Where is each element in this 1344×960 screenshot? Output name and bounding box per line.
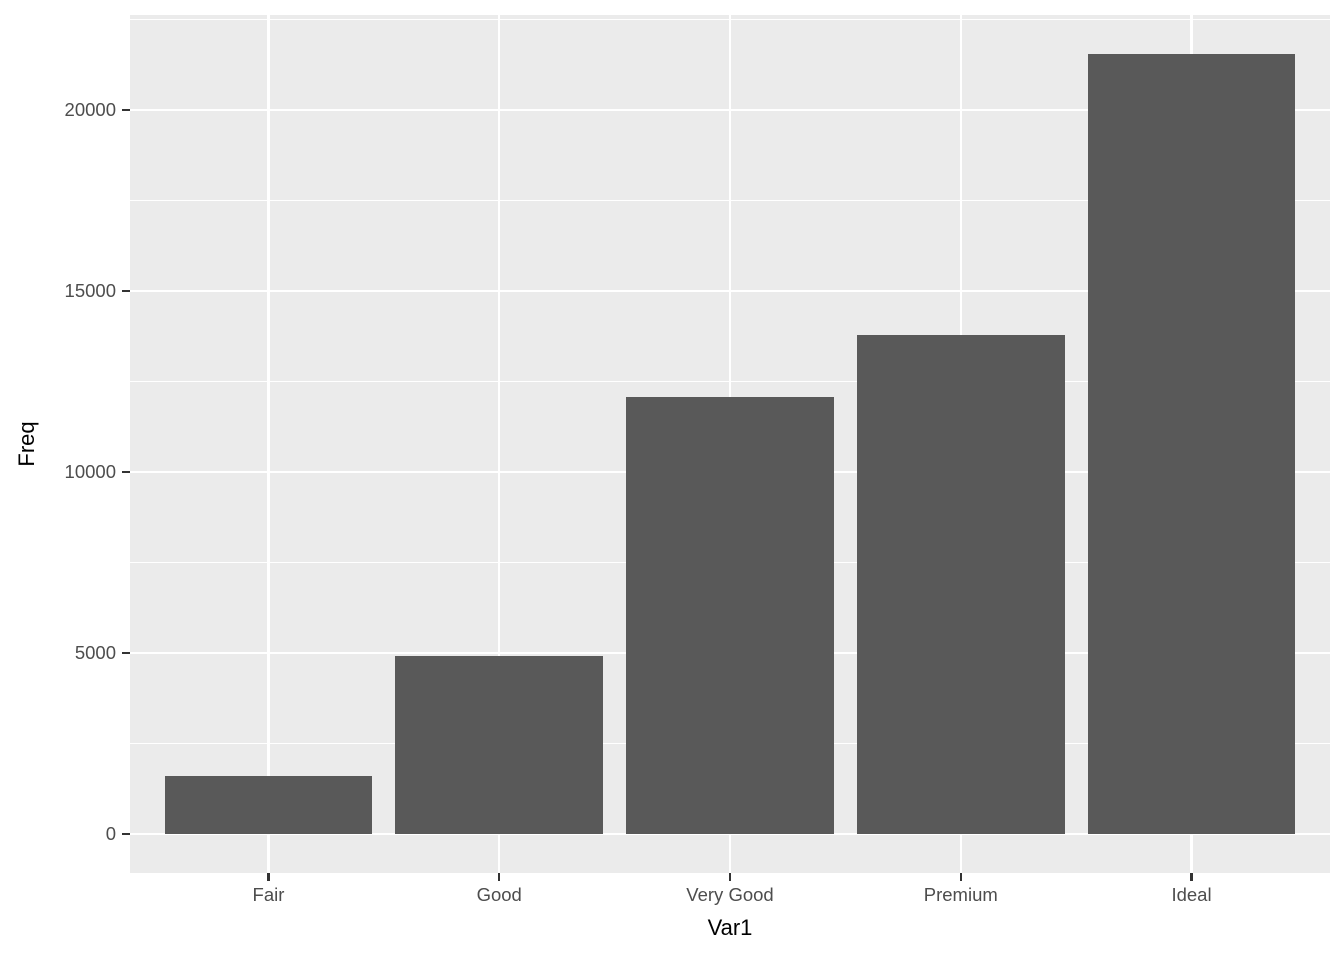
y-tick-label: 10000: [64, 461, 116, 483]
x-tick-mark: [959, 873, 963, 881]
y-axis-title: Freq: [14, 421, 39, 467]
x-tick-label: Very Good: [686, 884, 774, 905]
x-tick-mark: [267, 873, 270, 881]
y-tick-mark: [122, 289, 130, 293]
x-tick-label: Ideal: [1171, 884, 1212, 905]
x-tick-mark: [1190, 873, 1193, 881]
bar-ideal: [1087, 54, 1296, 834]
x-tick-label: Fair: [252, 884, 285, 905]
bar-good: [395, 656, 604, 834]
x-tick-label: Good: [476, 884, 522, 905]
bar-fair: [164, 775, 373, 834]
y-tick-mark: [122, 108, 130, 112]
gridline-major-vertical: [497, 15, 501, 873]
y-tick-label: 0: [105, 822, 116, 844]
x-tick-mark: [728, 873, 732, 881]
bar-very-good: [626, 396, 834, 834]
x-axis-title: Var1: [707, 915, 753, 940]
y-tick-label: 15000: [64, 280, 116, 302]
y-tick-mark: [122, 470, 130, 474]
y-tick-mark: [122, 651, 130, 655]
x-tick-label: Premium: [923, 884, 998, 905]
x-tick-mark: [497, 873, 501, 881]
y-tick-label: 5000: [74, 642, 116, 664]
y-tick-label: 20000: [64, 99, 116, 121]
y-tick-mark: [122, 832, 130, 836]
gridline-major-vertical: [267, 15, 270, 873]
bar-premium: [856, 334, 1065, 834]
plot-panel: [130, 15, 1330, 873]
